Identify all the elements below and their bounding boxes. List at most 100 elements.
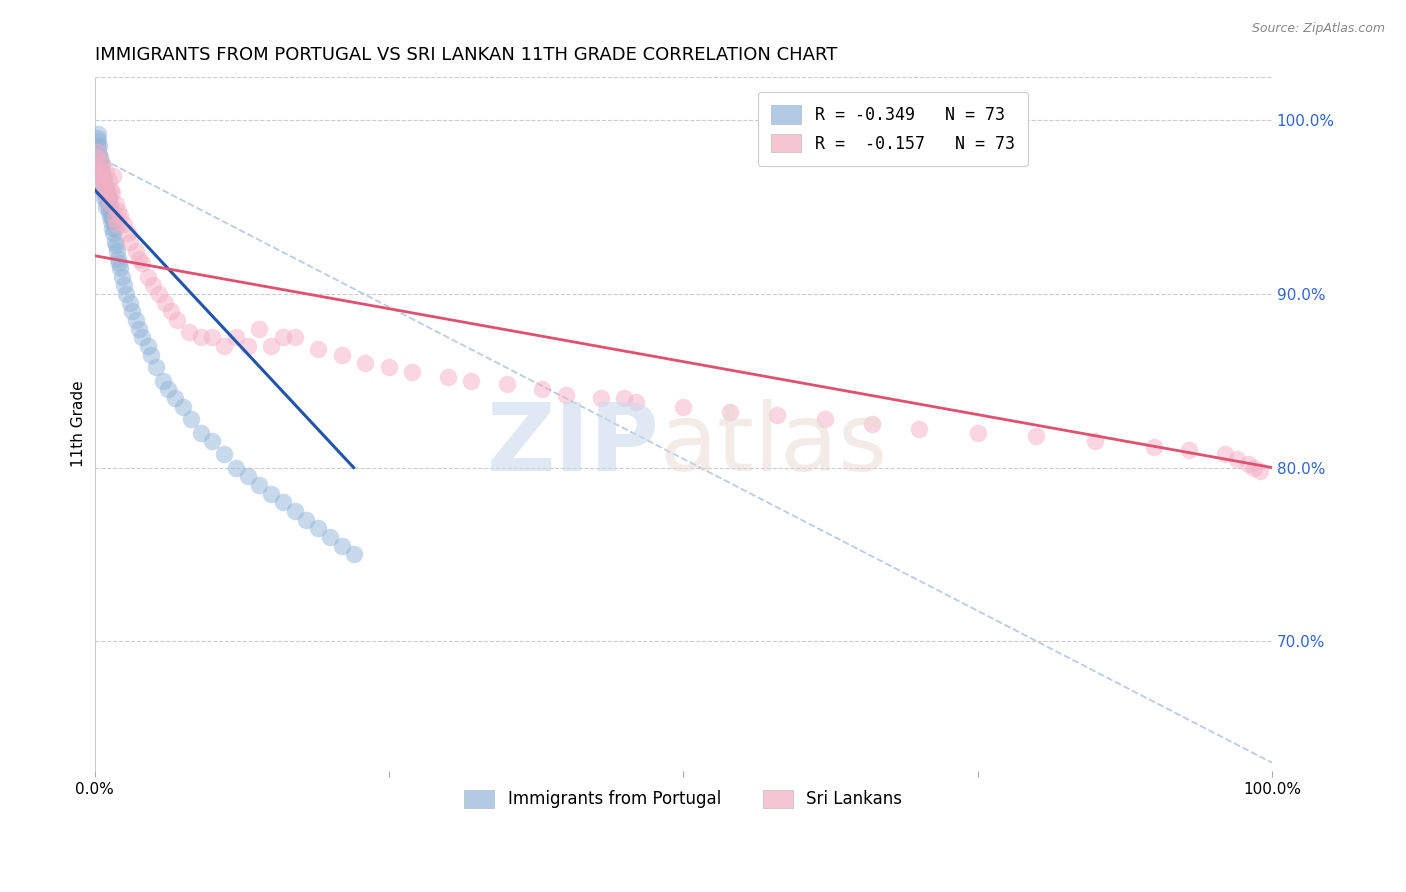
Point	[307, 343, 329, 357]
Point	[87, 134, 110, 148]
Point	[96, 190, 118, 204]
Point	[495, 377, 517, 392]
Point	[136, 269, 159, 284]
Text: IMMIGRANTS FROM PORTUGAL VS SRI LANKAN 11TH GRADE CORRELATION CHART: IMMIGRANTS FROM PORTUGAL VS SRI LANKAN 1…	[94, 46, 837, 64]
Point	[96, 165, 118, 179]
Point	[96, 196, 118, 211]
Point	[90, 157, 112, 171]
Point	[93, 179, 115, 194]
Point	[103, 221, 125, 235]
Point	[247, 321, 270, 335]
Point	[131, 330, 153, 344]
Point	[225, 460, 247, 475]
Point	[110, 260, 132, 275]
Point	[212, 447, 235, 461]
Point	[271, 495, 294, 509]
Point	[1084, 434, 1107, 449]
Point	[1213, 447, 1236, 461]
Point	[112, 278, 135, 293]
Point	[1025, 429, 1047, 443]
Point	[91, 169, 114, 183]
Point	[766, 409, 789, 423]
Legend: Immigrants from Portugal, Sri Lankans: Immigrants from Portugal, Sri Lankans	[458, 783, 908, 815]
Point	[90, 165, 112, 179]
Point	[93, 191, 115, 205]
Point	[436, 370, 458, 384]
Point	[98, 196, 121, 211]
Point	[107, 252, 129, 267]
Point	[89, 169, 111, 183]
Point	[236, 339, 259, 353]
Point	[87, 145, 110, 159]
Point	[672, 400, 695, 414]
Y-axis label: 11th Grade: 11th Grade	[72, 381, 86, 467]
Point	[104, 238, 127, 252]
Point	[148, 287, 170, 301]
Point	[86, 130, 108, 145]
Point	[225, 330, 247, 344]
Point	[284, 504, 307, 518]
Point	[152, 374, 174, 388]
Point	[319, 530, 342, 544]
Point	[180, 412, 202, 426]
Point	[260, 339, 283, 353]
Point	[108, 255, 131, 269]
Point	[190, 425, 212, 440]
Point	[718, 405, 741, 419]
Point	[342, 547, 364, 561]
Point	[145, 359, 167, 374]
Point	[128, 252, 150, 267]
Point	[91, 176, 114, 190]
Point	[136, 339, 159, 353]
Point	[96, 200, 118, 214]
Text: Source: ZipAtlas.com: Source: ZipAtlas.com	[1251, 22, 1385, 36]
Point	[97, 203, 120, 218]
Point	[201, 434, 224, 449]
Point	[624, 394, 647, 409]
Point	[460, 374, 482, 388]
Point	[589, 391, 612, 405]
Point	[94, 179, 117, 194]
Point	[530, 383, 553, 397]
Point	[1226, 451, 1249, 466]
Point	[96, 191, 118, 205]
Point	[118, 295, 141, 310]
Point	[330, 539, 353, 553]
Point	[139, 348, 162, 362]
Point	[101, 209, 124, 223]
Point	[90, 172, 112, 186]
Point	[89, 157, 111, 171]
Point	[101, 221, 124, 235]
Point	[100, 203, 122, 218]
Point	[100, 183, 122, 197]
Point	[613, 391, 636, 405]
Point	[110, 209, 132, 223]
Point	[128, 321, 150, 335]
Point	[1178, 443, 1201, 458]
Point	[966, 425, 988, 440]
Point	[163, 391, 186, 405]
Point	[112, 218, 135, 232]
Point	[212, 339, 235, 353]
Point	[284, 330, 307, 344]
Point	[160, 304, 183, 318]
Point	[260, 486, 283, 500]
Point	[115, 287, 138, 301]
Point	[156, 383, 179, 397]
Point	[89, 169, 111, 183]
Point	[1243, 460, 1265, 475]
Point	[201, 330, 224, 344]
Point	[190, 330, 212, 344]
Point	[125, 313, 148, 327]
Point	[105, 218, 128, 232]
Point	[90, 157, 112, 171]
Point	[91, 174, 114, 188]
Point	[177, 325, 200, 339]
Point	[103, 226, 125, 240]
Point	[554, 387, 576, 401]
Point	[1143, 440, 1166, 454]
Point	[87, 165, 110, 179]
Point	[103, 214, 125, 228]
Point	[103, 235, 125, 249]
Point	[118, 235, 141, 249]
